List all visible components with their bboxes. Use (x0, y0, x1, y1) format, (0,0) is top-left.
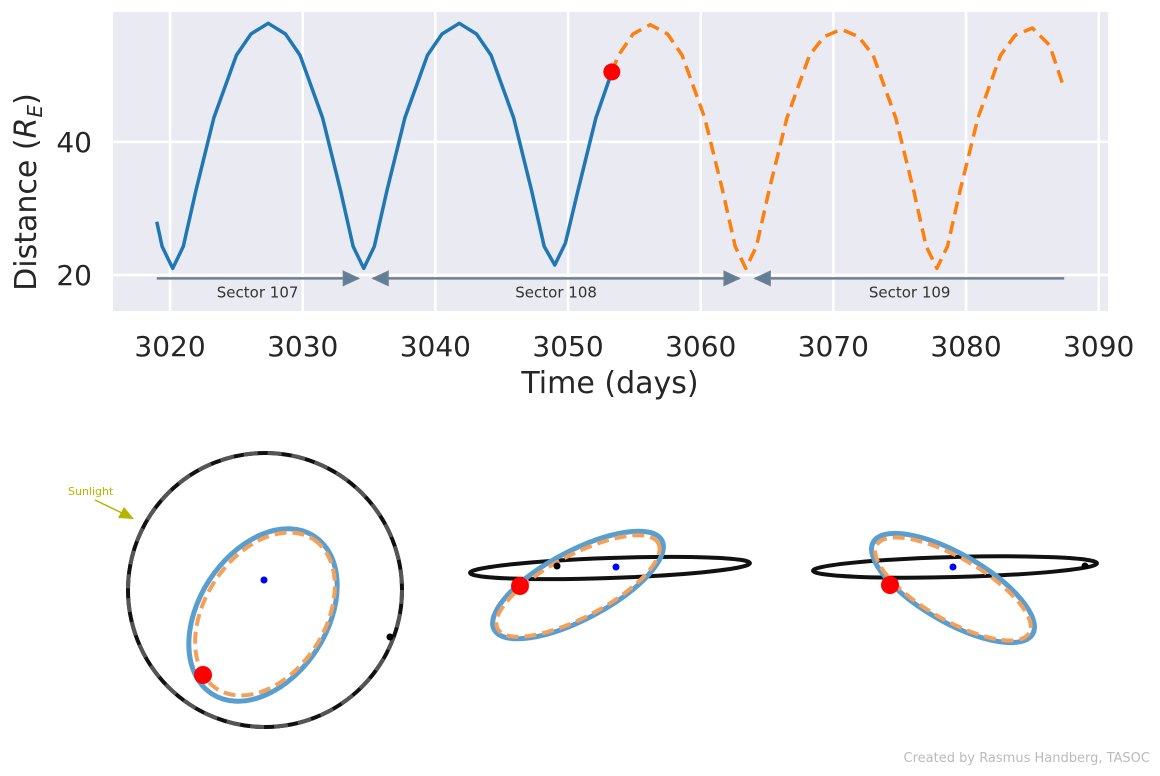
x-axis-label: Time (days) (520, 366, 698, 401)
sector-arrowhead (753, 270, 771, 287)
line (155, 21, 614, 271)
sunlight-arrow (94, 499, 125, 515)
y-tick-label: 40 (56, 126, 92, 159)
orbit-view-2 (468, 528, 752, 642)
sector-arrowhead (342, 270, 361, 287)
y-label-symbol: R (9, 118, 44, 139)
line (610, 22, 1066, 271)
x-tick-label: 3040 (400, 330, 471, 363)
y-axis-label: Distance (RE) (9, 93, 47, 291)
y-tick-label: 20 (56, 259, 92, 292)
x-tick-label: 3030 (267, 330, 338, 363)
x-tick-label: 3050 (532, 330, 603, 363)
plot-background (113, 12, 1108, 311)
satellite-position (511, 577, 529, 595)
earth (260, 576, 268, 584)
orbit-view-3 (811, 530, 1099, 646)
x-tick-label: 3080 (930, 330, 1001, 363)
x-tick-label: 3020 (134, 330, 205, 363)
moon (553, 562, 561, 570)
orbit-view-1: Sunlight (68, 451, 404, 729)
earth (949, 563, 957, 571)
sunlight-label: Sunlight (68, 485, 114, 498)
sector-label: Sector 107 (217, 283, 299, 301)
earth (612, 563, 620, 571)
sector-arrowhead (371, 270, 389, 287)
predicted-orbit (494, 533, 662, 639)
satellite-position (194, 666, 212, 684)
y-label-text: Distance ( (9, 138, 44, 290)
moon (1081, 562, 1089, 570)
moon-orbit (468, 554, 752, 582)
predicted-orbit (193, 530, 337, 698)
satellite-position (881, 576, 899, 594)
satellite-orbit (869, 530, 1037, 646)
sector-label: Sector 108 (515, 283, 597, 301)
moon (386, 633, 394, 641)
moon-orbit-dash (126, 451, 404, 729)
x-tick-label: 3070 (798, 330, 869, 363)
x-tick-label: 3060 (665, 330, 736, 363)
y-label-close: ) (9, 93, 44, 105)
sector-label: Sector 109 (869, 283, 951, 301)
x-tick-label: 3090 (1063, 330, 1134, 363)
current-position (603, 63, 621, 81)
sector-arrowhead (723, 270, 741, 287)
sunlight-arrowhead (118, 507, 134, 519)
predicted-orbit (873, 535, 1033, 643)
credit: Created by Rasmus Handberg, TASOC (904, 751, 1150, 766)
satellite-orbit (490, 528, 666, 642)
plot: Sector 107 Sector 108 Sector 109 (155, 21, 1066, 301)
satellite-orbit (186, 526, 340, 704)
y-label-subscript: E (23, 105, 47, 118)
